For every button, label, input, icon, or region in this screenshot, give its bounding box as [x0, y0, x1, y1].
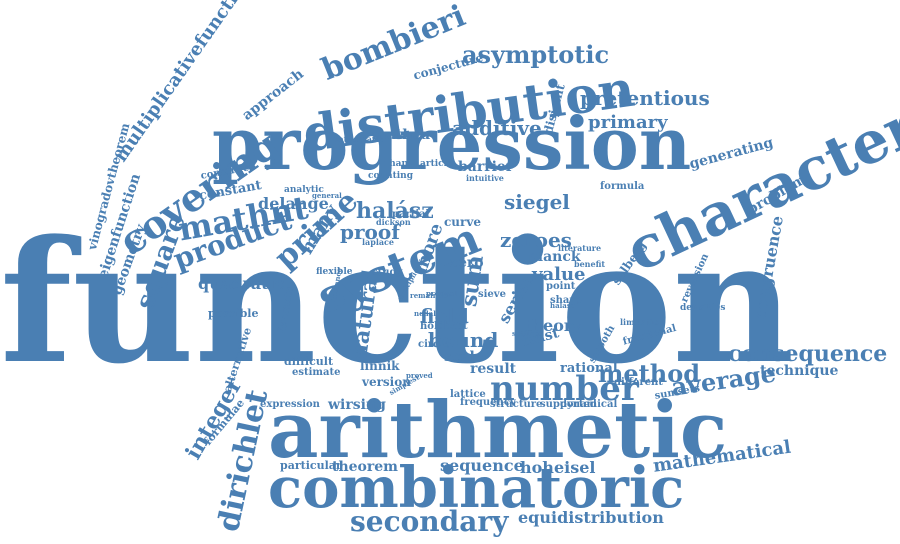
- word-zhang: zhang: [384, 160, 414, 169]
- word-primary: primary: [588, 114, 668, 132]
- word-hold: hold: [420, 322, 445, 332]
- word-zero: zero: [450, 256, 484, 270]
- word-structure: structure: [490, 400, 542, 410]
- word-linnik: linnik: [360, 360, 399, 372]
- word-sieve: sieve: [478, 290, 506, 300]
- word-conjecture: conjecture: [412, 51, 484, 81]
- word-possible: possible: [208, 308, 258, 319]
- word-precisely: precisely: [426, 290, 461, 297]
- word-nodal: nodal: [414, 310, 436, 317]
- word-quadratic: quadratic: [198, 276, 284, 292]
- word-laplace: laplace: [362, 238, 394, 246]
- word-difficult: difficult: [284, 356, 333, 367]
- word-sequence: sequence: [440, 458, 524, 474]
- word-scale: scale: [444, 350, 484, 364]
- word-formula: formula: [600, 182, 644, 192]
- word-equidistribution: equidistribution: [518, 510, 664, 526]
- word-rational: rational: [560, 362, 618, 375]
- word-lattice: lattice: [450, 390, 486, 400]
- word-limitation: limitation: [620, 318, 664, 326]
- word-mathematic: mathematic: [330, 135, 384, 143]
- word-secondary: secondary: [350, 508, 508, 536]
- word-hoheisel: hoheisel: [520, 460, 595, 476]
- word-different: different: [614, 378, 663, 388]
- word-intuitive: intuitive: [466, 174, 504, 182]
- word-circle: circle: [418, 340, 449, 350]
- word-barrier: barrier: [458, 160, 513, 174]
- word-densities: densities: [680, 304, 725, 313]
- word-halasz: halasz: [550, 302, 575, 309]
- word-estimate: estimate: [292, 368, 340, 378]
- word-dickson: dickson: [376, 218, 411, 226]
- word-point: point: [546, 282, 575, 292]
- word-benefit: benefit: [574, 260, 605, 268]
- word-siegel: siegel: [504, 192, 570, 212]
- word-counting: counting: [368, 172, 413, 181]
- word-general: general: [312, 192, 342, 199]
- word-article: article: [420, 160, 453, 169]
- word-curve: curve: [444, 216, 481, 228]
- word-proved: proved: [406, 372, 433, 379]
- word-additive: additive: [452, 118, 542, 138]
- word-particular: particular: [280, 460, 342, 471]
- word-study: study: [372, 268, 402, 278]
- word-setting: setting: [512, 330, 540, 337]
- word-best: best: [444, 322, 468, 332]
- word-technique: technique: [760, 364, 838, 378]
- word-expression: expression: [260, 400, 320, 410]
- word-literature: literature: [558, 244, 601, 252]
- word-pretentious: pretentious: [580, 88, 710, 108]
- word-wirsing: wirsing: [328, 398, 386, 412]
- word-dynamical: dynamical: [560, 400, 617, 410]
